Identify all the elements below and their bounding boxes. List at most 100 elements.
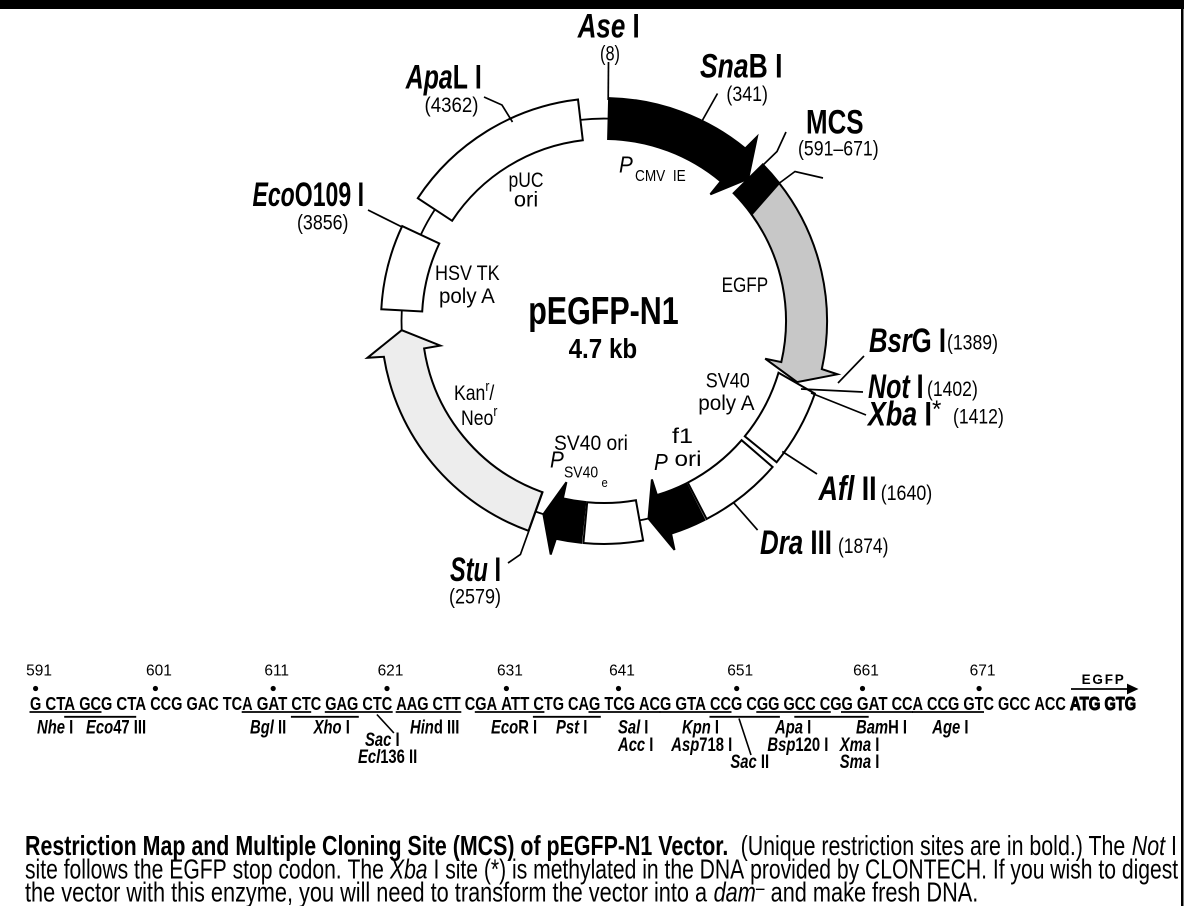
svg-text:Xba: Xba <box>866 396 917 434</box>
svg-text:Sac: Sac <box>730 751 757 772</box>
svg-text:601: 601 <box>146 663 172 680</box>
svg-text:dam: dam <box>714 877 756 906</box>
svg-text:(4362): (4362) <box>425 94 479 117</box>
svg-text:CTC: CTC <box>362 693 392 714</box>
svg-text:CTT: CTT <box>433 693 462 714</box>
svg-text:G I: G I <box>912 323 946 360</box>
svg-text:CCG: CCG <box>927 693 959 714</box>
svg-text:Hin: Hin <box>410 717 434 738</box>
svg-text:ATG: ATG <box>1070 693 1101 714</box>
svg-text:poly A: poly A <box>698 392 754 415</box>
svg-text:II: II <box>757 751 769 772</box>
svg-text:Xho: Xho <box>313 717 342 738</box>
svg-text:120 I: 120 I <box>795 734 828 755</box>
svg-text:GAC: GAC <box>187 693 219 714</box>
svg-text:Sma: Sma <box>840 751 871 772</box>
svg-text:Sal: Sal <box>618 717 641 738</box>
svg-text:Bsp: Bsp <box>767 734 795 755</box>
svg-text:4.7 kb: 4.7 kb <box>569 332 638 364</box>
svg-text:718 I: 718 I <box>699 734 732 755</box>
svg-text:–: – <box>756 877 765 899</box>
svg-text:I: I <box>910 368 924 406</box>
svg-text:Asp: Asp <box>670 734 699 755</box>
svg-text:ATT: ATT <box>501 693 530 714</box>
svg-text:I: I <box>342 717 350 738</box>
svg-text:HSV TK: HSV TK <box>435 262 500 286</box>
svg-text:GCC: GCC <box>783 693 815 714</box>
svg-text:CCG: CCG <box>150 693 182 714</box>
svg-text:G: G <box>30 693 41 714</box>
svg-text:MCS: MCS <box>806 104 864 141</box>
svg-text:I site (*) is methylated in th: I site (*) is methylated in the DNA prov… <box>428 855 1179 885</box>
svg-text:CCA: CCA <box>892 693 923 714</box>
svg-text:136 II: 136 II <box>380 746 417 767</box>
svg-text:(591–671): (591–671) <box>798 137 879 161</box>
svg-text:I: I <box>1165 830 1177 861</box>
svg-text:Neor: Neor <box>461 403 498 430</box>
svg-text:(2579): (2579) <box>449 585 501 609</box>
svg-text:poly A: poly A <box>439 285 495 308</box>
svg-text:P: P <box>550 446 564 472</box>
svg-text:GTC: GTC <box>963 693 994 714</box>
svg-text:Age: Age <box>931 717 960 738</box>
svg-text:(8): (8) <box>600 42 620 65</box>
svg-text:pEGFP-N1: pEGFP-N1 <box>528 289 679 332</box>
svg-text:Not: Not <box>868 368 911 406</box>
svg-text:CGG: CGG <box>746 693 779 714</box>
svg-text:I: I <box>65 717 73 738</box>
svg-text:Ase: Ase <box>577 8 625 45</box>
svg-text:the vector with this enzyme, y: the vector with this enzyme, you will ne… <box>25 877 713 906</box>
svg-text:671: 671 <box>970 663 996 680</box>
svg-text:ori: ori <box>675 447 702 471</box>
svg-text:(3856): (3856) <box>297 211 348 235</box>
svg-text:SV40 ori: SV40 ori <box>554 432 628 455</box>
svg-text:Kanr/: Kanr/ <box>454 378 495 405</box>
svg-text:GTG: GTG <box>1105 693 1136 714</box>
svg-text:(1389): (1389) <box>947 331 998 355</box>
svg-text:III: III <box>803 525 832 562</box>
svg-text:I: I <box>871 734 879 755</box>
svg-text:621: 621 <box>378 663 404 680</box>
svg-text:Stu: Stu <box>450 552 488 589</box>
svg-text:GAT: GAT <box>857 693 888 714</box>
svg-text:e: e <box>602 475 609 490</box>
svg-text:Eco: Eco <box>491 717 518 738</box>
svg-text:(1640): (1640) <box>881 482 932 506</box>
svg-text:P: P <box>654 449 668 475</box>
svg-text:I: I <box>803 717 811 738</box>
svg-text:I: I <box>640 717 648 738</box>
svg-text:O109 I: O109 I <box>295 177 364 214</box>
svg-text:CAG: CAG <box>568 693 600 714</box>
svg-text:Sac: Sac <box>365 729 392 750</box>
svg-text:Bgl: Bgl <box>250 717 275 738</box>
svg-text:SV40: SV40 <box>564 465 598 482</box>
svg-text:GAG: GAG <box>325 693 358 714</box>
svg-text:CTC: CTC <box>291 693 321 714</box>
svg-text:(341): (341) <box>726 83 768 107</box>
svg-text:Pst: Pst <box>556 717 580 738</box>
svg-text:641: 641 <box>609 663 635 680</box>
svg-text:d III: d III <box>434 717 459 738</box>
svg-text:Xma: Xma <box>839 734 871 755</box>
svg-text:I: I <box>579 717 587 738</box>
svg-text:Xba: Xba <box>389 855 427 885</box>
svg-text:and make fresh DNA.: and make fresh DNA. <box>765 877 979 906</box>
svg-text:ACG: ACG <box>639 693 671 714</box>
svg-text:591: 591 <box>26 663 52 680</box>
svg-text:Apa: Apa <box>774 717 803 738</box>
svg-text:I: I <box>645 734 653 755</box>
svg-text:611: 611 <box>264 663 289 680</box>
svg-text:Kpn: Kpn <box>682 717 711 738</box>
svg-text:I: I <box>871 751 879 772</box>
svg-text:L I: L I <box>453 59 482 97</box>
svg-text:Ecl: Ecl <box>358 746 381 767</box>
svg-text:661: 661 <box>853 663 879 680</box>
svg-text:I: I <box>625 8 639 45</box>
svg-text:GCG: GCG <box>79 693 112 714</box>
svg-text:GCC: GCC <box>998 693 1030 714</box>
svg-text:EGFP: EGFP <box>1082 672 1126 687</box>
svg-text:GTA: GTA <box>675 693 706 714</box>
svg-text:I: I <box>711 717 719 738</box>
svg-text:*: * <box>932 396 941 423</box>
svg-text:CMV IE: CMV IE <box>635 168 686 185</box>
